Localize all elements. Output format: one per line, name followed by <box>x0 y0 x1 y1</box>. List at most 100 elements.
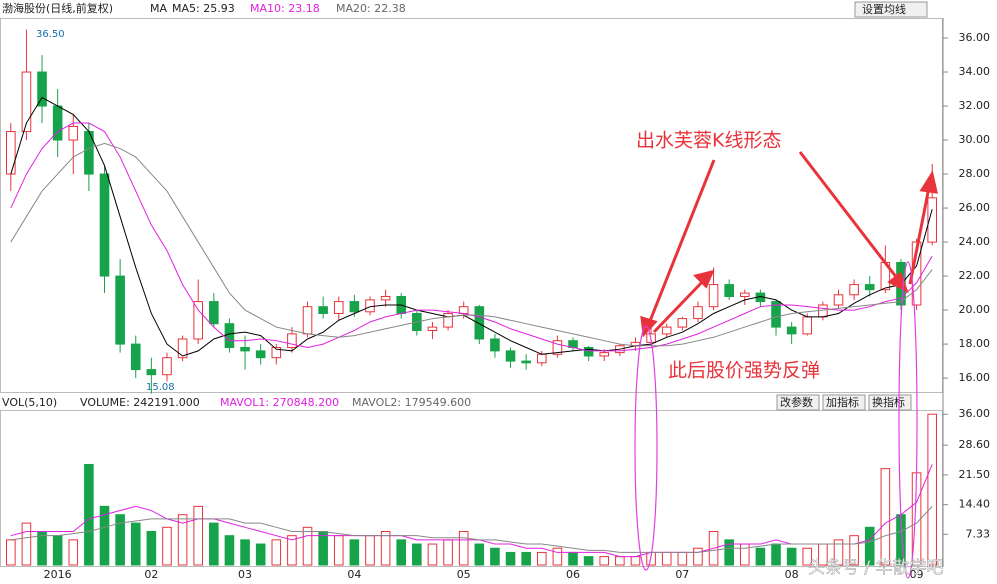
y-tick-label: 34.00 <box>959 65 991 78</box>
candle-body <box>240 346 250 352</box>
volume-bar <box>802 547 813 566</box>
mavol2-legend: MAVOL2: 179549.600 <box>352 396 471 409</box>
candle-body <box>802 316 813 335</box>
y-tick-label: 7.33 <box>966 527 991 540</box>
candle-body <box>349 301 360 313</box>
arrowhead <box>887 271 909 294</box>
button[interactable] <box>822 394 866 411</box>
volume-bar <box>458 530 469 566</box>
arrow <box>798 151 902 283</box>
candle-body <box>21 71 32 133</box>
candle-body <box>177 338 188 359</box>
y-tick-label: 36.00 <box>959 407 991 420</box>
candle-body <box>927 197 937 243</box>
y-tick-label: 14.40 <box>959 498 991 511</box>
candle-body <box>209 301 219 325</box>
volume-bar <box>224 535 235 566</box>
candle-body <box>68 125 79 141</box>
volume-bar <box>693 547 703 566</box>
button[interactable] <box>868 394 912 411</box>
volume-bar <box>536 551 547 566</box>
low-annotation: 15.08 <box>146 382 175 393</box>
candle-body <box>864 284 875 291</box>
volume-bar <box>661 551 672 566</box>
arrow <box>646 159 716 327</box>
volume-bar <box>521 551 531 566</box>
volume-bar <box>755 547 766 566</box>
x-tick-label: 06 <box>566 568 580 581</box>
ma-line <box>10 142 933 347</box>
volume-bar <box>52 535 63 566</box>
button-label[interactable]: 改参数 <box>780 395 813 409</box>
x-tick-label: 04 <box>347 568 361 581</box>
volume-bar <box>552 547 563 566</box>
candle-body <box>365 299 375 313</box>
volume-bar <box>568 551 578 566</box>
arrowhead <box>919 170 938 194</box>
volume-bar <box>427 543 438 566</box>
candle-body <box>708 284 719 308</box>
volume-bar <box>240 539 250 566</box>
candle-body <box>287 333 297 348</box>
candle-body <box>193 301 204 340</box>
volume-bar <box>255 543 266 566</box>
candle-body <box>302 306 313 335</box>
button[interactable] <box>776 394 820 411</box>
settings-button-label[interactable]: 设置均线 <box>862 2 906 16</box>
candle-body <box>427 326 438 331</box>
highlight-ellipse <box>898 261 918 579</box>
candle-body <box>37 71 47 107</box>
candle-body <box>146 369 157 376</box>
watermark: 头条号 / 华散学吧 <box>808 558 944 578</box>
volume-bar <box>209 522 219 566</box>
marks: 16.00 18.00 20.00 22.00 24.00 26.00 28.00 30.00… <box>6 29 991 581</box>
ma-line <box>10 96 933 357</box>
volume-bar <box>271 539 282 566</box>
x-tick-label: 2016 <box>44 568 72 581</box>
volume-bar <box>505 551 516 566</box>
x-tick-label: 07 <box>675 568 689 581</box>
y-tick-label: 32.00 <box>959 99 991 112</box>
candle-body <box>849 284 859 296</box>
volume-bar <box>21 522 32 566</box>
volume-bar <box>630 556 641 566</box>
button-label[interactable]: 换指标 <box>872 395 905 409</box>
candle-body <box>599 352 610 357</box>
volume-bar <box>786 547 797 566</box>
x-tick-label: 08 <box>785 568 799 581</box>
arrows <box>640 151 938 338</box>
pattern-annotation: 出水芙蓉K线形态 <box>636 130 781 152</box>
volume-bar <box>193 505 204 566</box>
y-tick-label: 16.00 <box>959 371 991 384</box>
volume-bar <box>880 468 891 566</box>
button-label[interactable]: 加指标 <box>826 395 859 409</box>
candle-body <box>505 350 516 362</box>
rebound-annotation: 此后股价强势反弹 <box>668 360 820 382</box>
volume-bar <box>333 535 344 566</box>
candle-body <box>333 301 344 314</box>
y-tick-label: 20.00 <box>959 303 991 316</box>
volume-bar <box>318 530 328 566</box>
candle-body <box>583 346 594 357</box>
candle-body <box>521 360 531 364</box>
candle-body <box>552 340 563 355</box>
volume-label: VOLUME: 242191.000 <box>80 396 200 409</box>
candle-body <box>677 318 688 328</box>
volume-bar <box>349 539 360 566</box>
legend-ma20: MA20: 22.38 <box>336 2 406 15</box>
ma-line <box>10 506 933 553</box>
volume-bar <box>739 543 750 566</box>
ma-line <box>10 464 933 558</box>
high-annotation: 36.50 <box>36 29 65 40</box>
y-tick-label: 28.00 <box>959 167 991 180</box>
volume-bar <box>365 535 375 566</box>
candle-body <box>536 353 547 364</box>
volume-bar <box>287 535 297 566</box>
arrowhead <box>693 269 715 289</box>
volume-bar <box>599 556 610 566</box>
volume-bar <box>177 514 188 566</box>
indicator: MA <box>150 2 167 15</box>
settings-button[interactable] <box>854 1 928 18</box>
x-tick-label: 02 <box>144 568 158 581</box>
y-tick-label: 24.00 <box>959 235 991 248</box>
